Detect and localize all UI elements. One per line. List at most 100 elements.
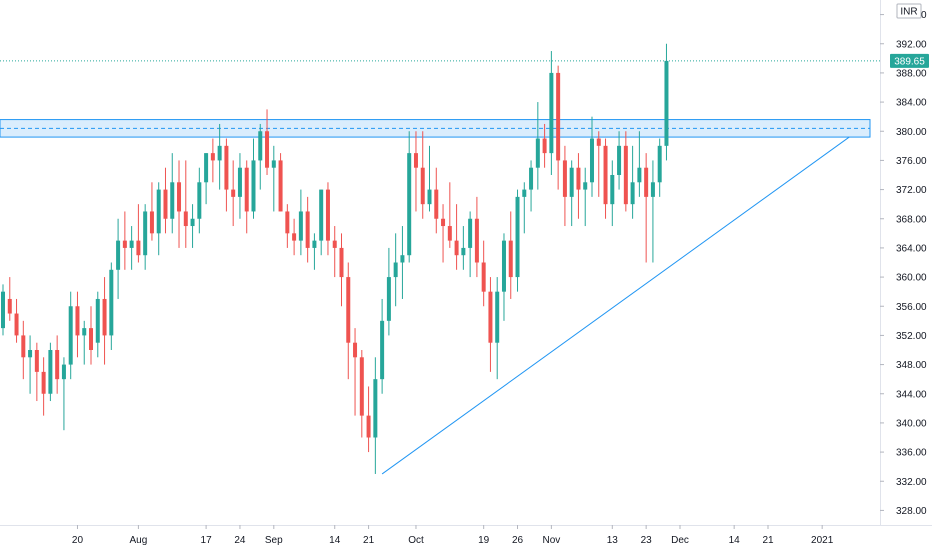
x-tick-label: Oct xyxy=(408,535,424,546)
candle xyxy=(251,138,256,219)
x-tick-label: Sep xyxy=(265,535,283,546)
resistance-zone-layer xyxy=(0,119,871,138)
candle xyxy=(14,298,19,343)
y-tick-label: 336.00 xyxy=(896,448,927,459)
candle-body xyxy=(332,240,337,248)
candle xyxy=(630,145,635,219)
x-tick-label: 14 xyxy=(329,535,341,546)
candle-body xyxy=(34,350,39,372)
y-tick-label: 348.00 xyxy=(896,360,927,371)
candle-body xyxy=(129,240,134,248)
candle-body xyxy=(55,350,60,380)
candle-body xyxy=(623,145,628,205)
candles-layer xyxy=(1,43,669,474)
candle xyxy=(325,182,330,256)
currency-label: INR xyxy=(900,7,917,18)
candle-body xyxy=(434,189,439,219)
candle xyxy=(474,196,479,278)
candle xyxy=(542,123,547,168)
candle xyxy=(41,357,46,416)
candle-body xyxy=(21,335,26,358)
y-tick-label: 344.00 xyxy=(896,389,927,400)
candle-body xyxy=(170,182,175,219)
candle-body xyxy=(292,233,297,241)
plot-background xyxy=(0,0,880,525)
candle-body xyxy=(190,218,195,227)
candle-body xyxy=(28,350,33,358)
candle-body xyxy=(386,277,391,321)
candle xyxy=(461,226,466,270)
candle-body xyxy=(630,182,635,205)
x-tick-label: 24 xyxy=(234,535,246,546)
candle xyxy=(231,160,236,227)
candle-body xyxy=(468,218,473,248)
candle-body xyxy=(237,167,242,197)
candle xyxy=(495,277,500,380)
x-tick-label: Dec xyxy=(671,535,689,546)
candle-body xyxy=(177,182,182,212)
candle xyxy=(224,138,229,212)
candle xyxy=(190,204,195,248)
candle-body xyxy=(583,182,588,190)
support-trendline xyxy=(381,136,850,475)
candle xyxy=(610,160,615,227)
candle-body xyxy=(542,138,547,154)
candle-body xyxy=(149,211,154,234)
candle-body xyxy=(474,218,479,263)
candle-body xyxy=(61,364,66,380)
candle-body xyxy=(231,189,236,197)
candle xyxy=(380,298,385,394)
candle xyxy=(116,218,121,299)
candle xyxy=(556,65,561,190)
candle xyxy=(28,335,33,394)
candle xyxy=(89,306,94,365)
candle-body xyxy=(14,313,19,336)
candle xyxy=(278,153,283,212)
candle-body xyxy=(522,189,527,197)
candle xyxy=(353,328,358,416)
candle-body xyxy=(319,189,324,241)
candle-body xyxy=(197,182,202,219)
y-tick-label: 328.00 xyxy=(896,506,927,517)
y-tick-label: 372.00 xyxy=(896,185,927,196)
candle xyxy=(393,233,398,307)
candle-body xyxy=(82,328,87,336)
candle xyxy=(650,160,655,263)
candle-body xyxy=(461,247,466,256)
candle xyxy=(529,160,534,212)
candle xyxy=(312,233,317,270)
candle-body xyxy=(644,167,649,197)
candle-body xyxy=(454,240,459,256)
candle xyxy=(407,131,412,263)
candle xyxy=(413,131,418,212)
candle-body xyxy=(650,182,655,197)
candle-body xyxy=(271,160,276,168)
candle xyxy=(657,138,662,197)
candle xyxy=(346,262,351,380)
last-price-badge: 389.65 xyxy=(890,53,929,68)
candle xyxy=(170,153,175,234)
candle-body xyxy=(637,167,642,183)
y-tick-label: 340.00 xyxy=(896,418,927,429)
candle xyxy=(332,226,337,278)
candle-body xyxy=(163,189,168,219)
y-tick-label: 380.00 xyxy=(896,127,927,138)
candle-body xyxy=(373,379,378,438)
candle-body xyxy=(143,211,148,256)
candle xyxy=(298,189,303,256)
currency-label-box: INR xyxy=(896,3,922,19)
candle xyxy=(623,131,628,212)
candle xyxy=(447,182,452,248)
candle xyxy=(265,109,270,175)
x-tick-label: 21 xyxy=(762,535,774,546)
x-tick-label: Nov xyxy=(542,535,560,546)
candle xyxy=(210,138,215,183)
candle xyxy=(1,284,5,336)
candle xyxy=(562,145,567,227)
time-axis: 20 Aug 17 24 Sep 14 21 Oct 19 26 Nov 13 23 Dec 14 21 202… xyxy=(72,525,834,546)
candle xyxy=(237,153,242,219)
candle xyxy=(109,262,114,350)
y-tick-label: 368.00 xyxy=(896,214,927,225)
candle-body xyxy=(664,60,669,146)
candle xyxy=(68,291,73,380)
